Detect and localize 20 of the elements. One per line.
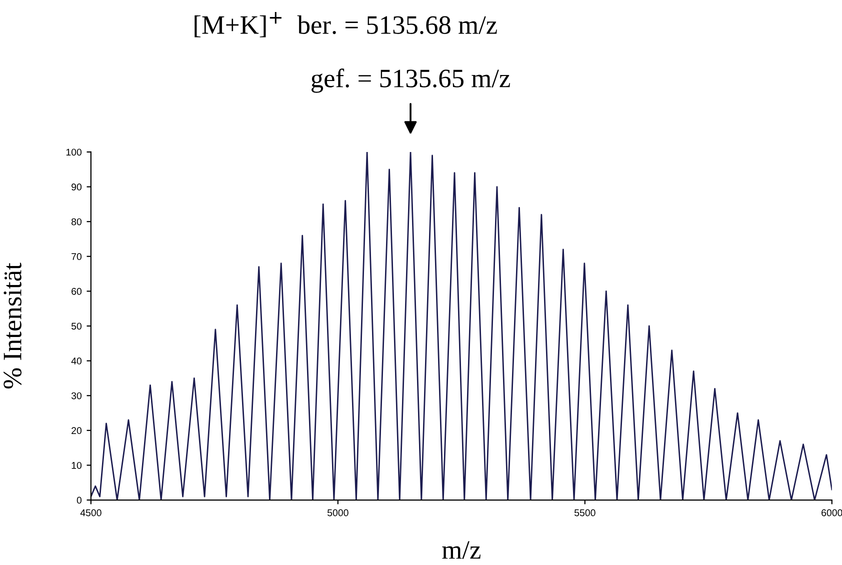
y-tick-label: 30 (71, 392, 82, 400)
y-tick-label: 70 (72, 253, 82, 260)
line-series (90, 152, 832, 500)
y-tick-label: 100 (66, 148, 82, 156)
y-tick-label: 60 (72, 288, 82, 295)
annotation: gef. = 5135.65 m/z (312, 68, 510, 93)
y-tick-label: 50 (71, 322, 82, 330)
y-tick-label: 40 (71, 358, 82, 364)
x-tick-label: 4500 (80, 509, 102, 516)
y-tick-label: 10 (72, 462, 82, 469)
x-tick-label: 5500 (574, 509, 596, 516)
x-axis-title: m/z (442, 541, 480, 559)
text: [M+K]$^{+}$ ber. = 5135.68 m/z (194, 12, 497, 38)
y-axis-title: % Intensität (4, 262, 22, 388)
y-tick-label: 20 (72, 427, 82, 434)
x-tick-label: 5000 (328, 509, 348, 516)
y-tick-label: 90 (72, 184, 82, 190)
y-tick-label: 80 (72, 218, 82, 226)
x-tick-label: 6000 (822, 509, 842, 516)
y-tick-label: 0 (76, 496, 82, 504)
